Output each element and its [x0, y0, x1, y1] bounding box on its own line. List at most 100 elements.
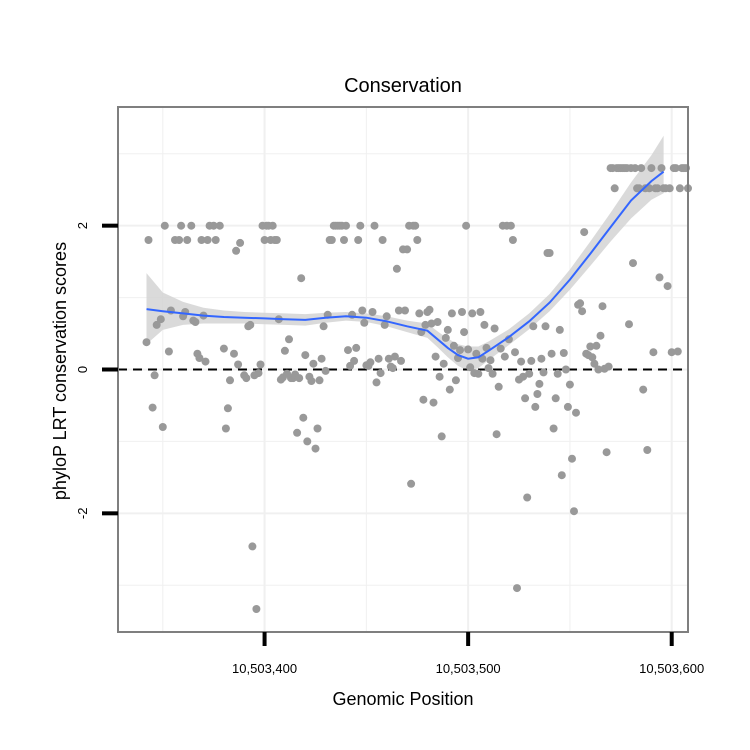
y-tick-label: 0	[75, 366, 90, 373]
data-point	[370, 221, 379, 230]
data-point	[439, 359, 448, 368]
data-point	[366, 358, 375, 367]
data-point	[384, 354, 393, 363]
data-point	[256, 360, 265, 369]
y-axis-ticks: -2 0 2	[75, 222, 118, 519]
data-point	[527, 356, 536, 365]
data-point	[382, 312, 391, 321]
data-point	[586, 342, 595, 351]
data-point	[460, 328, 469, 337]
data-point	[378, 236, 387, 244]
data-point	[415, 309, 424, 318]
data-point	[299, 413, 308, 422]
data-point	[407, 479, 416, 488]
data-point	[563, 402, 572, 411]
data-point	[531, 402, 540, 411]
data-point	[525, 369, 534, 378]
data-point	[272, 236, 281, 244]
data-point	[142, 338, 151, 347]
data-point	[517, 357, 526, 366]
data-point	[164, 347, 173, 356]
data-point	[293, 428, 302, 437]
data-point	[549, 424, 558, 433]
data-point	[492, 430, 501, 439]
data-point	[663, 282, 672, 291]
confidence-band	[146, 135, 664, 371]
y-axis-label: phyloP LRT conservation scores	[50, 242, 70, 500]
data-point	[580, 228, 589, 237]
data-point	[443, 325, 452, 334]
data-point	[390, 352, 399, 361]
data-point	[150, 371, 159, 380]
data-point	[588, 353, 597, 362]
data-point	[368, 308, 377, 316]
data-point	[356, 221, 365, 230]
data-point	[260, 236, 269, 244]
data-point	[576, 299, 585, 308]
data-point	[177, 221, 186, 230]
data-point	[547, 349, 556, 358]
data-point	[211, 236, 220, 244]
data-point	[655, 273, 664, 282]
data-point	[537, 354, 546, 363]
data-point	[598, 302, 607, 311]
data-point	[625, 320, 633, 329]
data-point	[201, 357, 210, 366]
data-point	[219, 344, 228, 353]
data-point	[488, 369, 497, 378]
data-point	[156, 315, 165, 324]
data-point	[317, 354, 326, 363]
data-point	[148, 403, 157, 412]
data-point	[152, 320, 161, 329]
data-point	[592, 341, 601, 350]
data-point	[629, 259, 637, 268]
data-point	[394, 306, 403, 315]
data-point	[358, 306, 367, 315]
data-point	[602, 448, 611, 457]
data-point	[590, 359, 599, 368]
data-point	[297, 274, 306, 283]
data-point	[557, 471, 566, 480]
data-point	[191, 318, 200, 326]
data-point	[352, 343, 361, 352]
data-point	[447, 309, 456, 318]
data-point	[252, 605, 261, 613]
data-point	[545, 249, 554, 257]
data-point	[555, 325, 564, 334]
data-point	[411, 221, 420, 230]
data-point	[639, 385, 648, 394]
data-point	[529, 322, 538, 331]
data-point	[610, 184, 619, 193]
data-point	[397, 356, 405, 365]
data-point	[441, 333, 450, 342]
data-point	[570, 507, 578, 516]
data-point	[303, 437, 312, 446]
data-point	[376, 369, 385, 378]
data-point	[311, 444, 320, 453]
data-point	[230, 349, 238, 358]
data-point	[649, 348, 658, 357]
data-point	[372, 378, 381, 387]
data-point	[494, 382, 503, 391]
data-point	[572, 408, 580, 417]
data-point	[421, 320, 430, 329]
data-point	[559, 349, 568, 357]
data-point	[484, 364, 493, 373]
confidence-band-area	[146, 135, 664, 371]
data-point	[458, 308, 466, 316]
data-point	[568, 454, 576, 463]
data-point	[653, 184, 662, 193]
y-tick-label: -2	[75, 508, 90, 520]
data-point	[647, 164, 656, 173]
data-point	[380, 320, 389, 329]
data-point	[474, 369, 483, 378]
data-point	[565, 380, 574, 389]
data-point	[268, 221, 277, 230]
data-point	[486, 356, 495, 365]
data-point	[197, 236, 206, 244]
data-points	[142, 164, 692, 613]
data-point	[673, 347, 682, 356]
data-point	[183, 236, 192, 244]
data-point	[309, 359, 318, 368]
data-point	[221, 424, 230, 433]
